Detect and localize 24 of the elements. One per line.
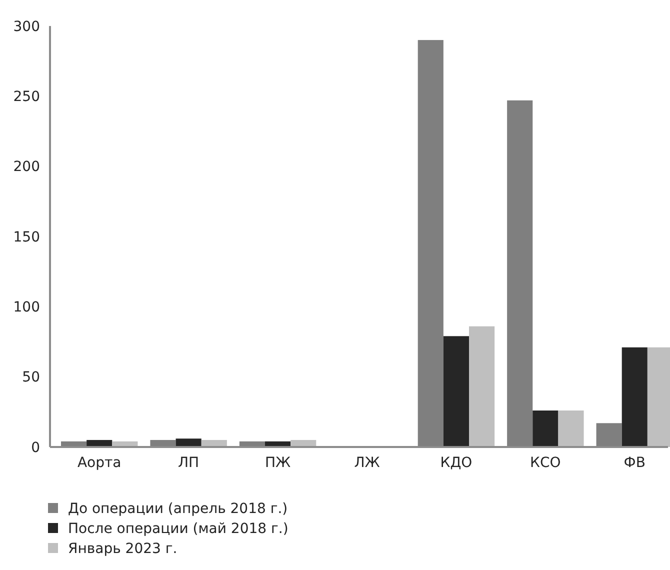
y-tick-label: 200: [13, 159, 40, 176]
bar: [443, 336, 469, 447]
x-tick-label: ЛП: [178, 455, 200, 471]
bar: [532, 410, 558, 447]
x-tick-label: Аорта: [77, 455, 122, 471]
x-tick-label: ФВ: [624, 455, 646, 471]
x-tick-label: ЛЖ: [354, 455, 380, 471]
bar: [469, 326, 495, 447]
legend-label: До операции (апрель 2018 г.): [68, 500, 288, 517]
x-tick-label: ПЖ: [264, 455, 291, 471]
bar: [507, 100, 533, 447]
bar: [558, 410, 584, 447]
x-tick-label: КСО: [530, 455, 561, 471]
y-tick-label: 150: [13, 229, 40, 246]
y-tick-label: 0: [31, 440, 40, 456]
y-tick-label: 50: [22, 370, 40, 386]
legend-label: Январь 2023 г.: [68, 540, 178, 557]
bar: [596, 423, 622, 447]
legend-label: После операции (май 2018 г.): [68, 520, 288, 537]
x-tick-label: КДО: [440, 455, 472, 471]
bar: [418, 40, 444, 447]
y-tick-label: 100: [13, 300, 40, 316]
y-tick-label: 300: [13, 18, 40, 35]
y-tick-label: 250: [13, 89, 40, 106]
